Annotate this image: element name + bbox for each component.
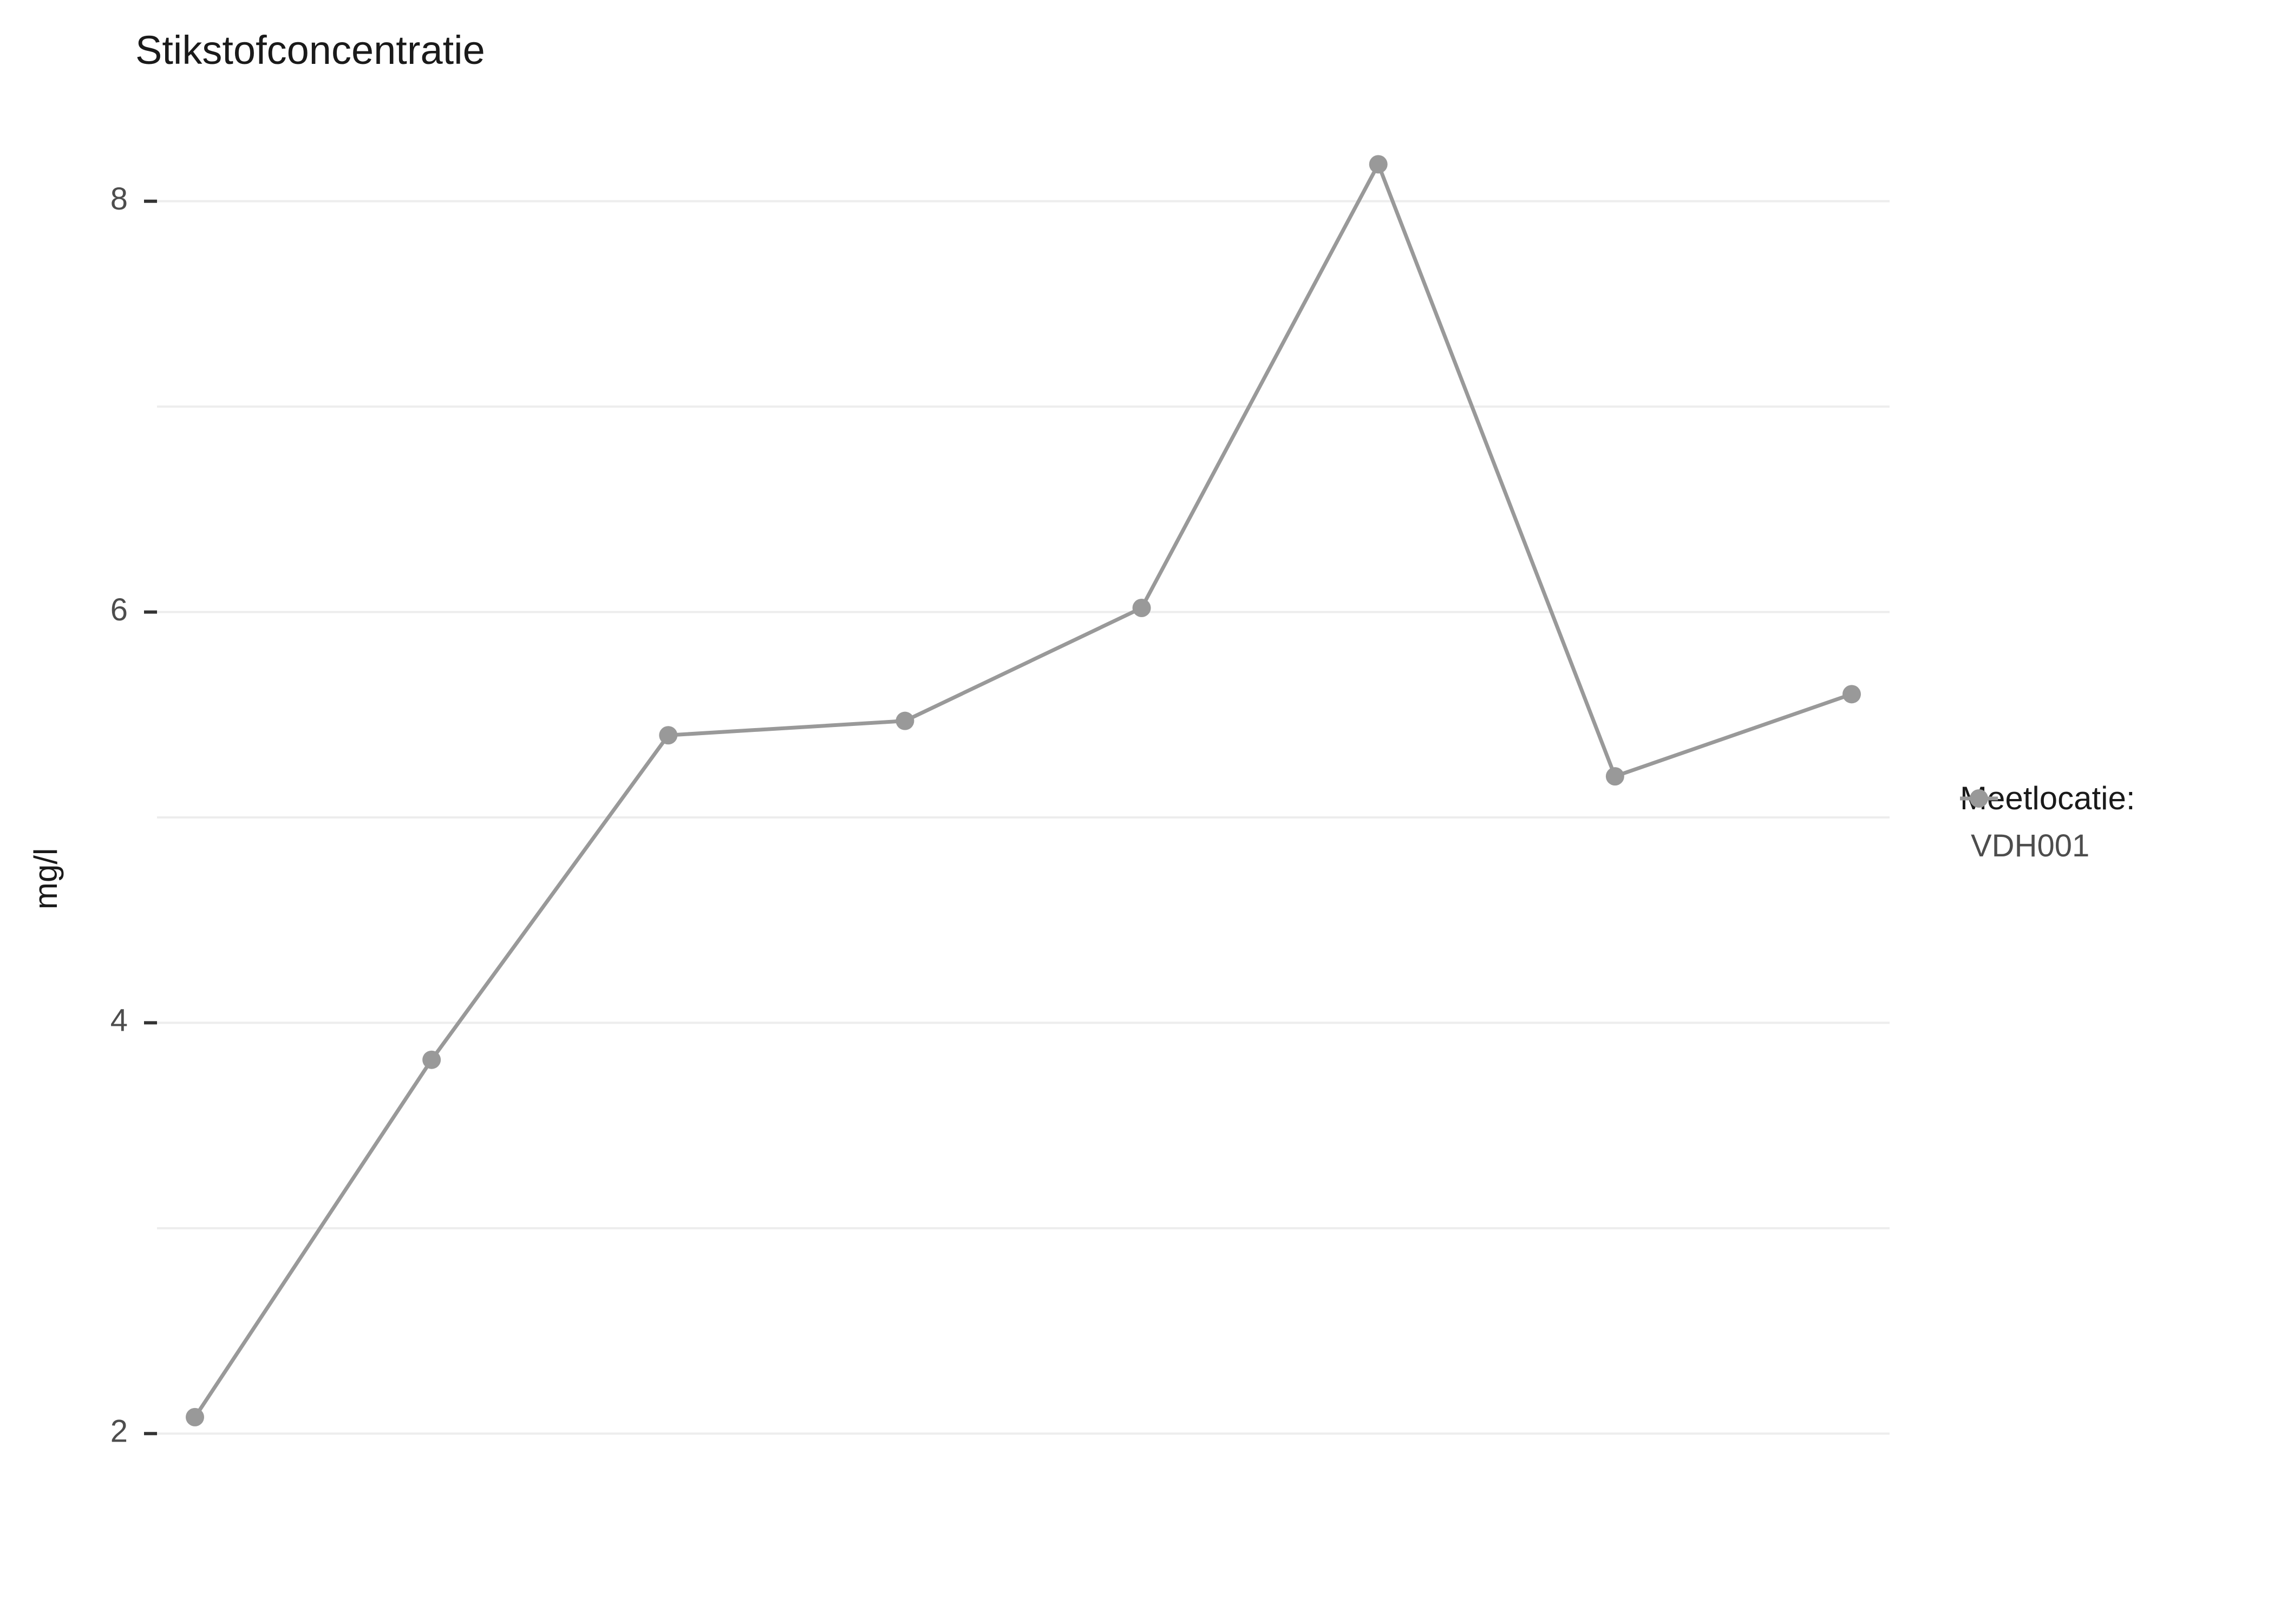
- y-tick-label: 6: [110, 592, 128, 627]
- legend: Meetlocatie: VDH001: [1960, 780, 2135, 864]
- y-tick-label: 2: [110, 1414, 128, 1449]
- y-tick-label: 4: [110, 1003, 128, 1038]
- data-point: [659, 726, 677, 744]
- legend-item: VDH001: [1960, 828, 2135, 864]
- data-point: [1133, 599, 1151, 617]
- data-point: [1369, 155, 1388, 173]
- chart-container: Stikstofconcentratie mg/l 2468 Meetlocat…: [0, 0, 2274, 1624]
- chart-plot: 2 4 6 8: [0, 0, 2274, 1624]
- data-point: [422, 1051, 441, 1069]
- y-tick-label: 8: [110, 181, 128, 217]
- data-point: [186, 1408, 204, 1426]
- data-point: [1606, 767, 1624, 785]
- legend-swatch: [1960, 780, 1998, 817]
- data-point: [896, 712, 914, 730]
- data-point: [1842, 685, 1861, 703]
- legend-item-label: VDH001: [1971, 828, 2089, 864]
